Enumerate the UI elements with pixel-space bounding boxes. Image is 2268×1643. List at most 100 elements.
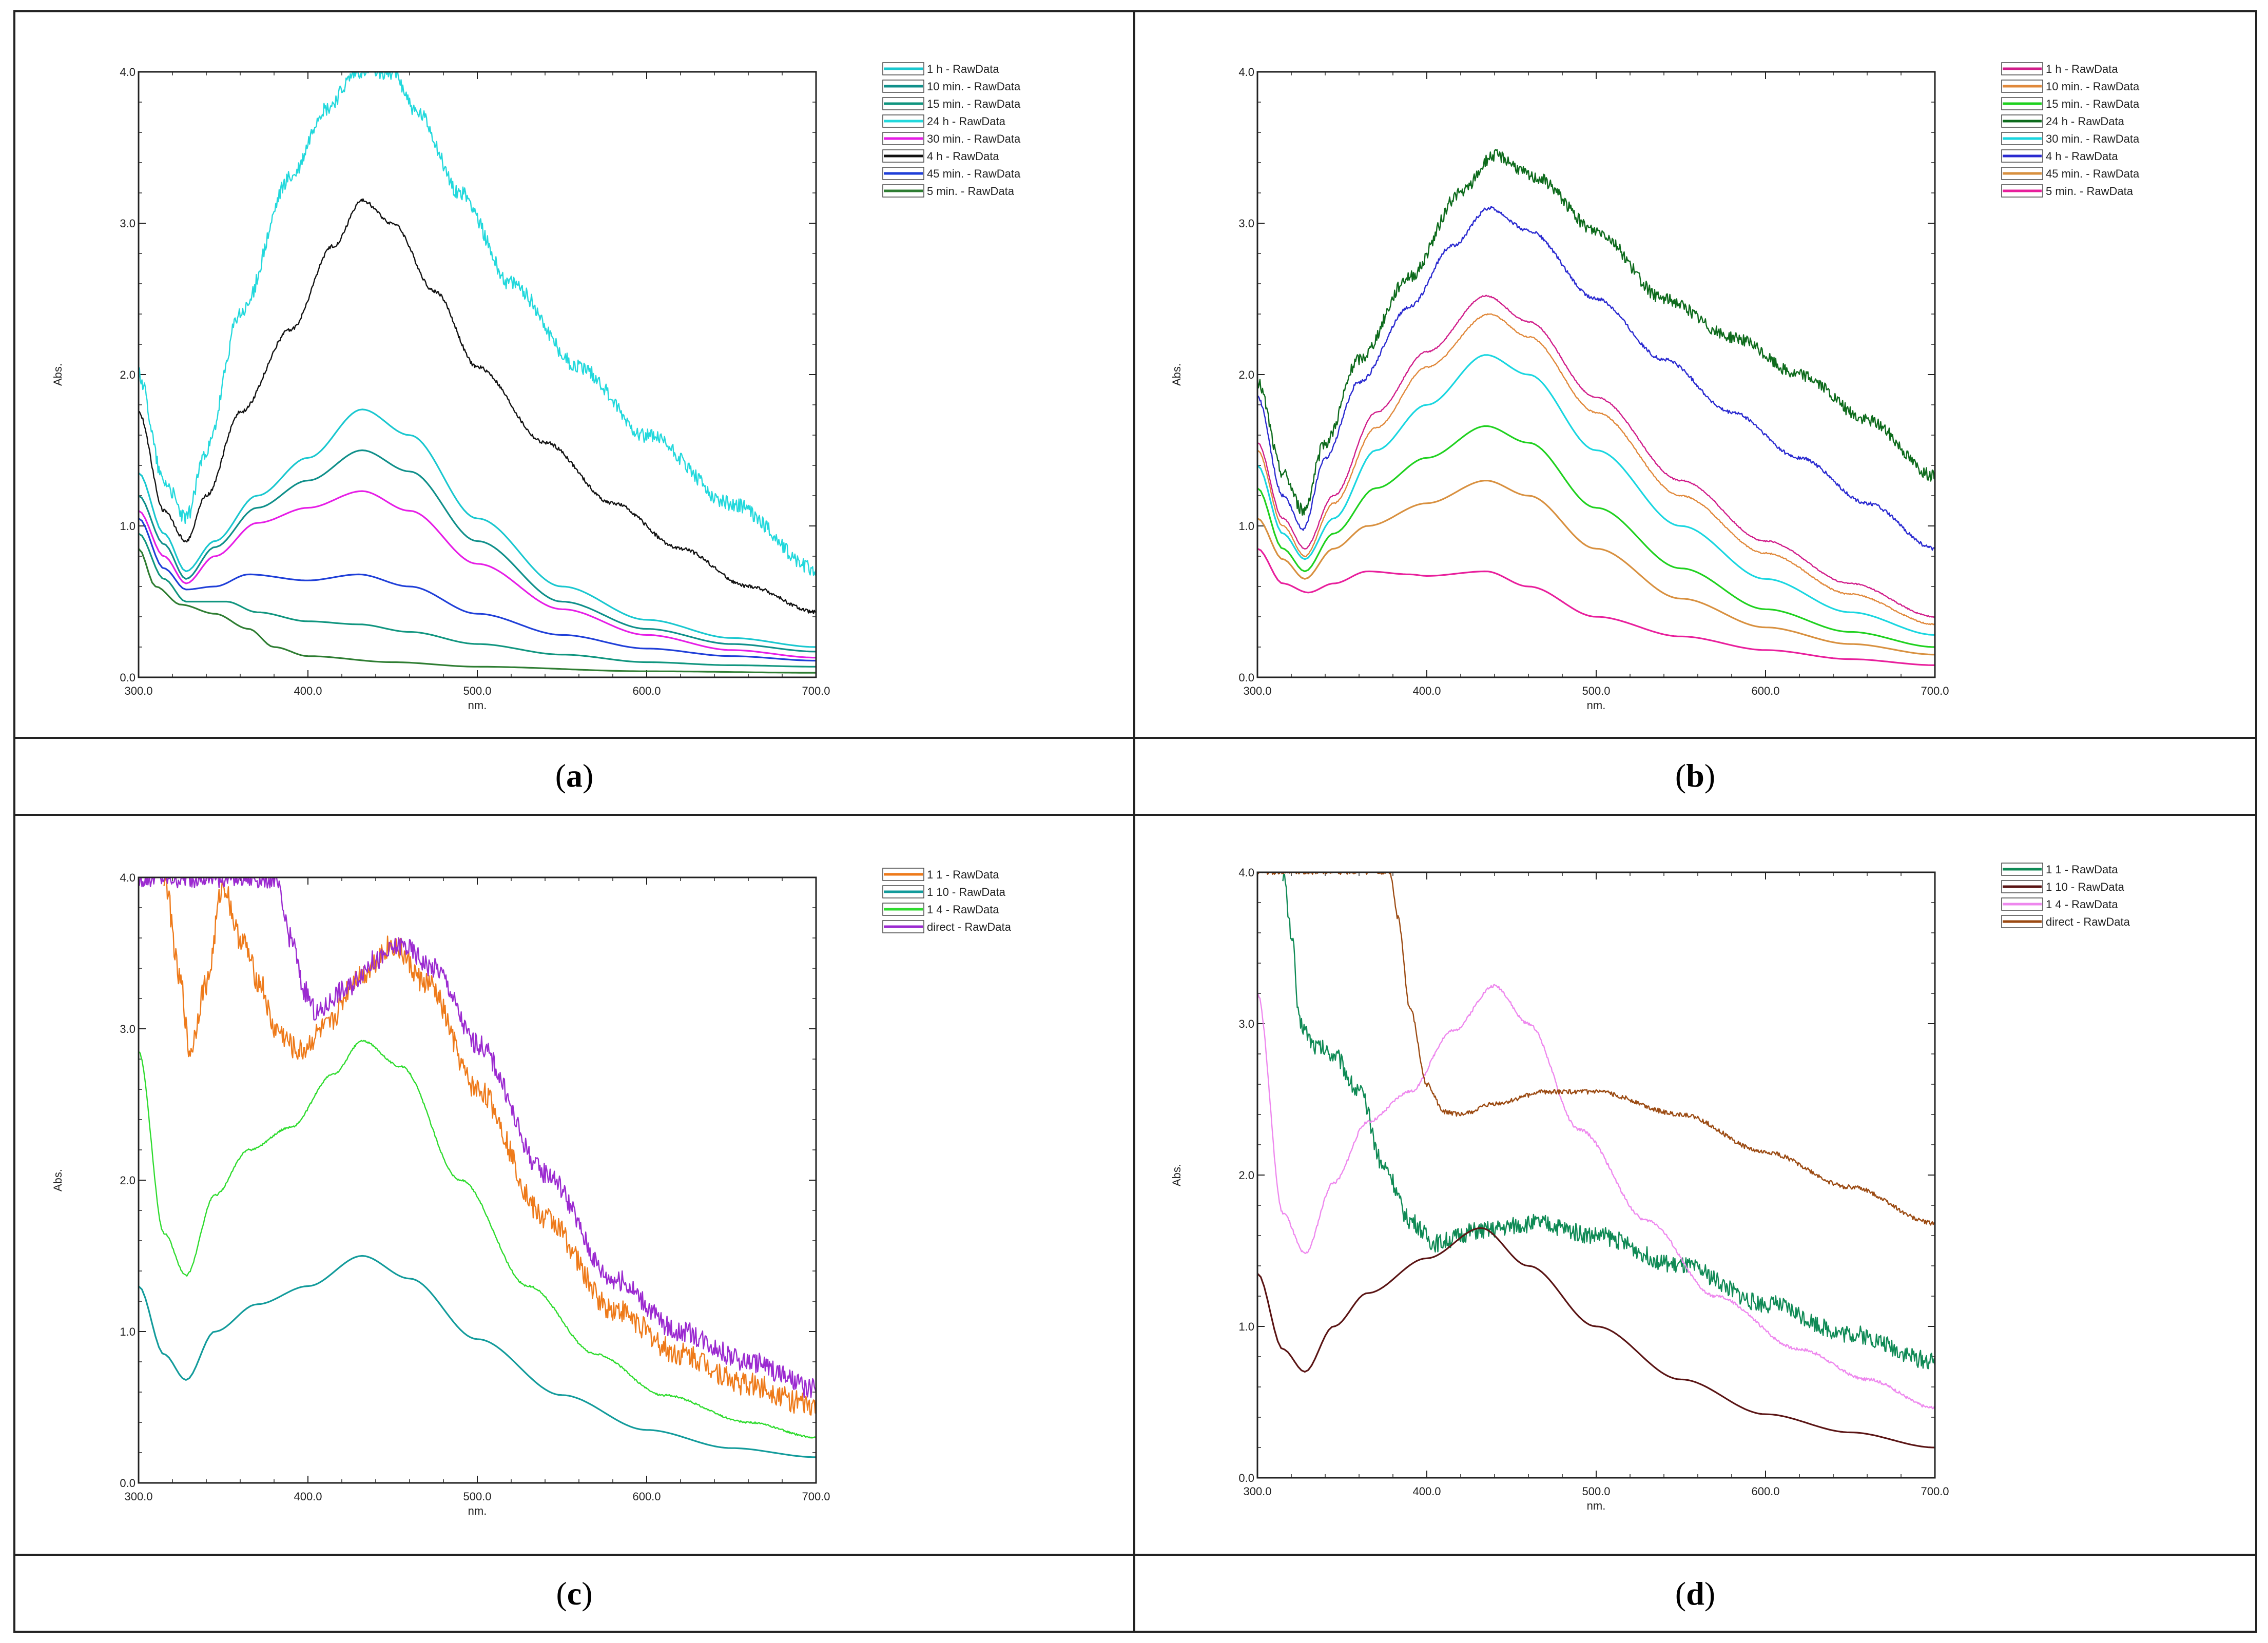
- legend-label: 1 4 - RawData: [2046, 898, 2118, 911]
- series-line: [1257, 149, 1935, 516]
- series-line: [1282, 874, 1935, 1370]
- series-line: [1257, 480, 1935, 656]
- legend-swatch-box: [882, 132, 924, 145]
- series-line: [1257, 1227, 1935, 1449]
- x-tick-label: 400.0: [294, 1490, 322, 1503]
- legend-swatch-box: [2001, 167, 2043, 180]
- legend-label: 10 min. - RawData: [927, 80, 1021, 93]
- x-tick-label: 500.0: [463, 684, 491, 697]
- legend-swatch-box: [2001, 915, 2043, 928]
- series-line: [139, 877, 816, 1398]
- legend-swatch-box: [2001, 132, 2043, 145]
- legend-label: 5 min. - RawData: [927, 185, 1015, 198]
- legend-label: 1 10 - RawData: [2046, 881, 2125, 893]
- y-tick-label: 4.0: [120, 66, 135, 79]
- y-tick-label: 0.0: [1238, 1472, 1254, 1484]
- legend-label: 45 min. - RawData: [927, 167, 1021, 180]
- legend-label: 1 1 - RawData: [2046, 863, 2118, 876]
- y-tick-label: 0.0: [120, 671, 135, 684]
- chart-panel-c: 300.0 400.0 500.0 600.0 700.0 0.0 1.0 2.0 3.0 4.0…: [51, 868, 1012, 1517]
- legend-swatch-box: [2001, 97, 2043, 110]
- legend-label: 4 h - RawData: [927, 150, 999, 163]
- series-line: [1257, 425, 1935, 648]
- x-axis-label: nm.: [1587, 1499, 1606, 1512]
- y-tick-label: 1.0: [120, 520, 135, 533]
- y-tick-label: 1.0: [1238, 520, 1254, 533]
- legend-swatch-box: [2001, 62, 2043, 75]
- legend-label: 24 h - RawData: [2046, 115, 2125, 128]
- legend-label: 24 h - RawData: [927, 115, 1006, 128]
- y-tick-label: 1.0: [120, 1325, 135, 1338]
- series-line: [139, 449, 816, 653]
- legend-label: 1 h - RawData: [2046, 63, 2118, 75]
- y-tick-label: 0.0: [120, 1477, 135, 1490]
- y-tick-label: 4.0: [1238, 866, 1254, 879]
- caption-a-letter: a: [566, 757, 583, 794]
- series-line: [139, 1255, 816, 1458]
- x-tick-label: 400.0: [1412, 1485, 1441, 1498]
- x-tick-label: 400.0: [294, 684, 322, 697]
- x-axis-label: nm.: [1587, 699, 1606, 712]
- x-tick-label: 600.0: [1751, 684, 1779, 697]
- x-tick-label: 700.0: [1921, 684, 1949, 697]
- x-axis-label: nm.: [468, 1504, 487, 1517]
- legend-swatch-box: [882, 184, 924, 198]
- caption-d: (d): [1675, 1575, 1716, 1612]
- legend-swatch-box: [2001, 80, 2043, 93]
- caption-c-letter: c: [567, 1575, 582, 1612]
- series-line: [1257, 295, 1935, 618]
- series-line: [139, 490, 816, 659]
- legend-swatch-box: [882, 903, 924, 916]
- series-line: [163, 877, 816, 1416]
- chart-panel-b: 300.0 400.0 500.0 600.0 700.0 0.0 1.0 2.0 3.0 4.0…: [1170, 62, 2140, 712]
- y-axis-label: Abs.: [1170, 1164, 1183, 1186]
- y-tick-label: 2.0: [120, 368, 135, 381]
- legend-label: 5 min. - RawData: [2046, 185, 2134, 198]
- y-axis-label: Abs.: [51, 1169, 64, 1191]
- legend-swatch-box: [2001, 149, 2043, 163]
- y-tick-label: 4.0: [120, 871, 135, 884]
- legend-swatch-box: [2001, 863, 2043, 876]
- series-line: [1257, 206, 1935, 551]
- x-tick-label: 700.0: [1921, 1485, 1949, 1498]
- series-line: [1257, 872, 1935, 1226]
- legend-swatch-box: [882, 167, 924, 180]
- legend-swatch-box: [882, 97, 924, 110]
- y-tick-label: 2.0: [1238, 1169, 1254, 1182]
- plot-frame: [1256, 871, 1936, 1479]
- caption-a: (a): [555, 757, 594, 794]
- y-tick-label: 3.0: [120, 217, 135, 230]
- legend-swatch-box: [882, 80, 924, 93]
- y-tick-label: 4.0: [1238, 66, 1254, 79]
- plot-frame: [1256, 71, 1936, 678]
- legend-swatch-box: [882, 114, 924, 128]
- y-axis-label: Abs.: [51, 363, 64, 386]
- y-tick-label: 3.0: [1238, 217, 1254, 230]
- x-tick-label: 500.0: [1582, 684, 1610, 697]
- series-line: [139, 198, 816, 614]
- legend-label: 30 min. - RawData: [927, 132, 1021, 145]
- y-tick-label: 3.0: [1238, 1018, 1254, 1030]
- legend-label: direct - RawData: [927, 921, 1012, 933]
- x-tick-label: 400.0: [1412, 684, 1441, 697]
- x-tick-label: 300.0: [124, 1490, 152, 1503]
- x-tick-label: 700.0: [802, 684, 830, 697]
- legend-swatch-box: [882, 62, 924, 75]
- x-tick-label: 300.0: [124, 684, 152, 697]
- legend-label: 1 1 - RawData: [927, 868, 999, 881]
- y-tick-label: 3.0: [120, 1023, 135, 1035]
- legend-label: 1 10 - RawData: [927, 886, 1006, 898]
- legend-label: 1 4 - RawData: [927, 903, 999, 916]
- legend-swatch-box: [2001, 897, 2043, 911]
- legend-swatch-box: [882, 868, 924, 881]
- legend-swatch-box: [882, 149, 924, 163]
- series-line: [139, 517, 816, 662]
- series-line: [1257, 547, 1935, 666]
- legend-label: 1 h - RawData: [927, 63, 999, 75]
- y-axis-label: Abs.: [1170, 363, 1183, 386]
- legend-label: 45 min. - RawData: [2046, 167, 2140, 180]
- legend-label: 30 min. - RawData: [2046, 132, 2140, 145]
- legend-label: 10 min. - RawData: [2046, 80, 2140, 93]
- series-line: [139, 1040, 816, 1439]
